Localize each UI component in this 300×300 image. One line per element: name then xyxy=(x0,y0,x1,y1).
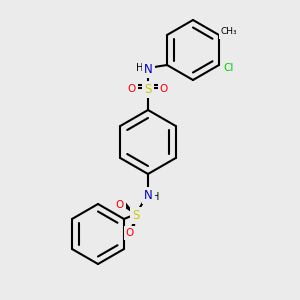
Text: H: H xyxy=(152,192,160,202)
Text: N: N xyxy=(144,63,152,76)
Text: O: O xyxy=(160,84,168,94)
Text: O: O xyxy=(116,200,124,210)
Text: O: O xyxy=(128,84,136,94)
Text: N: N xyxy=(144,189,152,202)
Text: H: H xyxy=(136,63,144,73)
Text: S: S xyxy=(132,209,140,222)
Text: O: O xyxy=(126,228,134,238)
Text: Cl: Cl xyxy=(224,63,234,73)
Text: S: S xyxy=(144,83,152,96)
Text: CH₃: CH₃ xyxy=(221,28,237,37)
